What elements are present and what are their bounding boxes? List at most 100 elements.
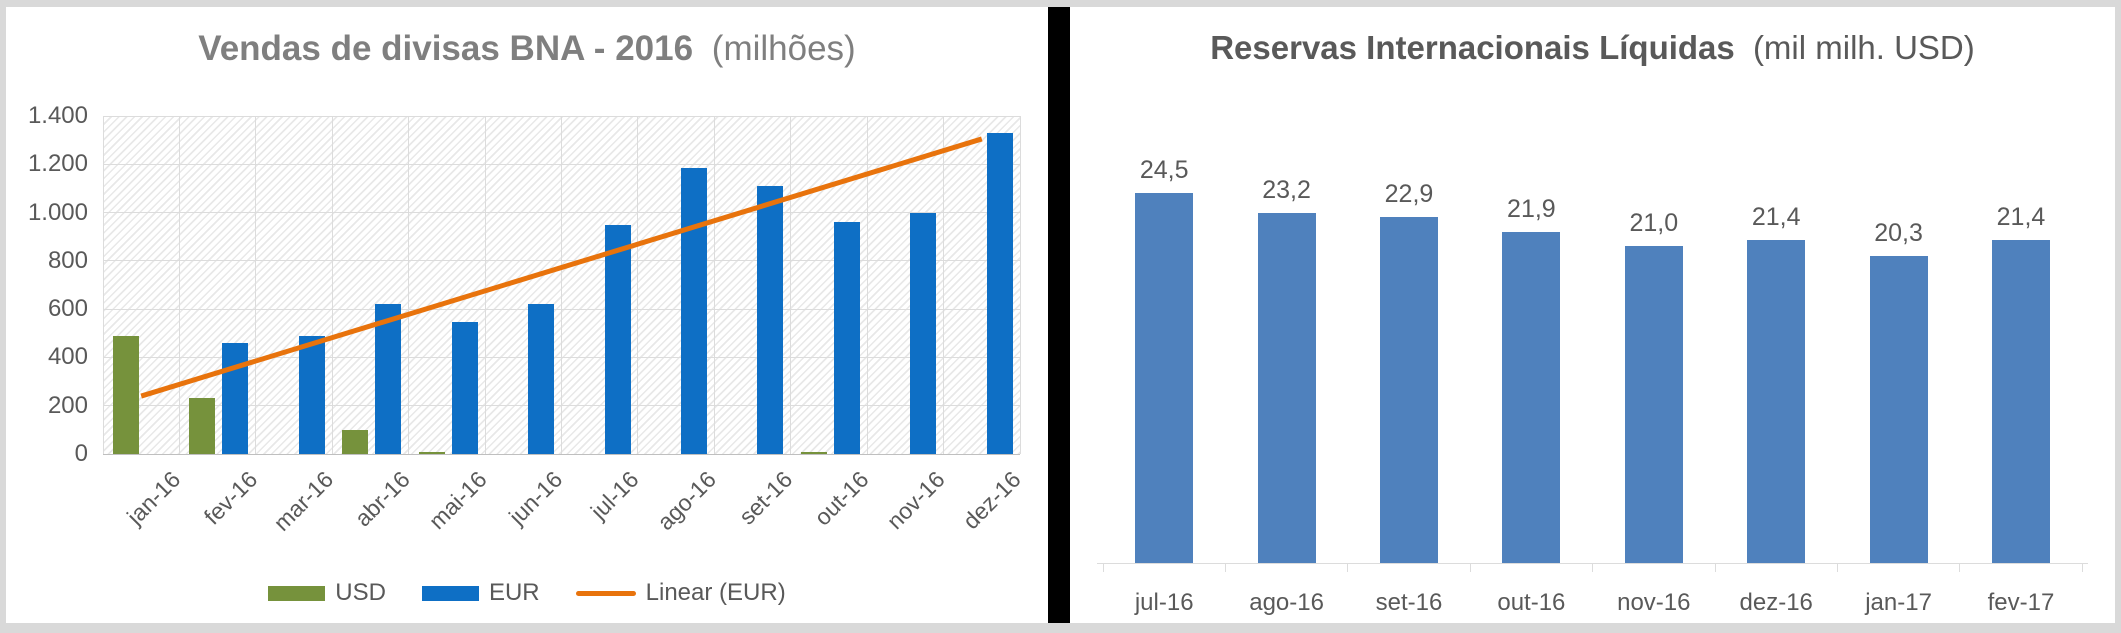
reserves-bar — [1747, 239, 1806, 563]
bar-value-label: 21,0 — [1629, 208, 1679, 237]
x-tick-label: dez-16 — [1739, 589, 1813, 616]
eur-bar — [528, 304, 555, 454]
legend-item-usd: USD — [268, 579, 386, 607]
x-tick-label: ago-16 — [651, 466, 721, 536]
y-tick-label: 1.200 — [27, 150, 88, 178]
trend-legend-swatch — [575, 590, 636, 596]
reserves-plot-area: 24,5 jul-16 23,2 ago-16 22,9 set-16 21,9 out-16… — [1070, 7, 2115, 623]
reserves-bar — [1135, 193, 1194, 563]
gridline-v — [790, 116, 792, 454]
panel-divider — [1048, 7, 1070, 623]
usd-bar — [418, 451, 445, 454]
bar-value-label: 21,4 — [1996, 202, 2046, 231]
x-axis-tick — [1836, 563, 1838, 572]
y-tick-label: 200 — [47, 391, 88, 419]
reserves-bar — [1624, 245, 1683, 563]
gridline-v — [943, 116, 945, 454]
bar-value-label: 23,2 — [1262, 175, 1311, 204]
gridline-h — [103, 453, 1020, 455]
eur-bar — [375, 304, 402, 454]
usd-bar — [800, 451, 827, 454]
x-tick-label: nov-16 — [881, 466, 950, 535]
right-chart-title-main: Reservas Internacionais Líquidas — [1210, 29, 1735, 66]
reserves-bar — [1992, 239, 2050, 563]
gridline-v — [255, 116, 257, 454]
reserves-chart-panel: Reservas Internacionais Líquidas (mil mi… — [1070, 7, 2115, 623]
eur-bar — [986, 132, 1013, 454]
y-tick-label: 400 — [47, 343, 88, 371]
x-tick-label: mai-16 — [423, 466, 492, 535]
x-tick-label: set-16 — [733, 466, 797, 530]
x-axis-tick — [1959, 563, 1961, 572]
usd-legend-swatch — [268, 585, 326, 601]
x-tick-label: nov-16 — [1617, 589, 1691, 616]
x-tick-label: fev-16 — [198, 466, 263, 530]
reserves-bar — [1502, 232, 1561, 563]
x-axis-tick — [1102, 563, 1104, 572]
gridline-v — [561, 116, 562, 454]
y-tick-label: 600 — [47, 295, 88, 323]
left-chart-title-main: Vendas de divisas BNA - 2016 — [198, 29, 694, 68]
x-axis-tick — [1224, 563, 1226, 572]
y-tick-label: 1.000 — [27, 198, 88, 226]
reserves-bar — [1380, 217, 1438, 563]
gridline-v — [178, 116, 180, 454]
gridline-v — [866, 116, 868, 454]
x-tick-label: jul-16 — [585, 466, 645, 525]
gridline-v — [637, 116, 639, 454]
usd-bar — [113, 335, 139, 454]
usd-bar — [189, 398, 216, 454]
x-tick-label: jan-17 — [1865, 589, 1932, 616]
eur-bar — [298, 335, 325, 454]
gridline-v — [1019, 116, 1021, 454]
usd-bar — [342, 429, 369, 454]
gridline-v — [713, 116, 715, 454]
x-tick-label: out-16 — [1497, 589, 1566, 616]
x-tick-label: set-16 — [1375, 589, 1443, 616]
x-tick-label: out-16 — [808, 466, 874, 531]
left-chart-title: Vendas de divisas BNA - 2016 (milhões) — [6, 29, 1048, 69]
right-chart-title-note: (mil milh. USD) — [1752, 29, 1975, 66]
eur-bar — [910, 212, 937, 454]
gridline-v — [408, 116, 410, 454]
reserves-bar — [1869, 256, 1928, 563]
x-tick-label: fev-17 — [1987, 589, 2055, 616]
x-tick-label: mar-16 — [268, 466, 339, 536]
y-tick-label: 800 — [47, 246, 88, 274]
x-tick-label: jun-16 — [504, 466, 568, 530]
bar-value-label: 22,9 — [1384, 180, 1434, 209]
y-tick-label: 0 — [74, 440, 88, 467]
legend-label: EUR — [488, 579, 540, 606]
x-tick-label: abr-16 — [349, 466, 415, 532]
legend-item-trend: Linear (EUR) — [575, 579, 786, 607]
left-chart-legend: USD EUR Linear (EUR) — [6, 579, 1048, 607]
x-tick-label: jul-16 — [1134, 589, 1194, 616]
x-axis-tick — [2081, 563, 2083, 572]
x-axis-tick — [1469, 563, 1471, 572]
reserves-bar — [1257, 212, 1316, 563]
bar-value-label: 24,5 — [1139, 156, 1189, 185]
bar-value-label: 21,4 — [1751, 202, 1801, 231]
x-axis-tick — [1592, 563, 1594, 572]
y-tick-label: 1.400 — [27, 102, 88, 129]
left-chart-title-note: (milhões) — [711, 29, 856, 68]
x-axis-tick — [1347, 563, 1349, 572]
eur-legend-swatch — [421, 585, 479, 601]
x-tick-label: ago-16 — [1249, 589, 1324, 616]
gridline-v — [102, 116, 104, 454]
bna-sales-chart-panel: Vendas de divisas BNA - 2016 (milhões) 0… — [6, 7, 1048, 623]
legend-label: Linear (EUR) — [645, 579, 786, 606]
x-tick-label: jan-16 — [122, 466, 186, 530]
legend-item-eur: EUR — [421, 579, 540, 607]
eur-bar — [451, 322, 478, 454]
gridline-v — [331, 116, 333, 454]
bar-value-label: 21,9 — [1507, 195, 1556, 224]
gridline-v — [484, 116, 486, 454]
x-tick-label: dez-16 — [958, 466, 1027, 535]
eur-bar — [757, 186, 784, 454]
eur-bar — [222, 342, 249, 454]
legend-label: USD — [335, 579, 386, 606]
eur-bar — [833, 222, 860, 454]
x-axis-tick — [1714, 563, 1716, 572]
